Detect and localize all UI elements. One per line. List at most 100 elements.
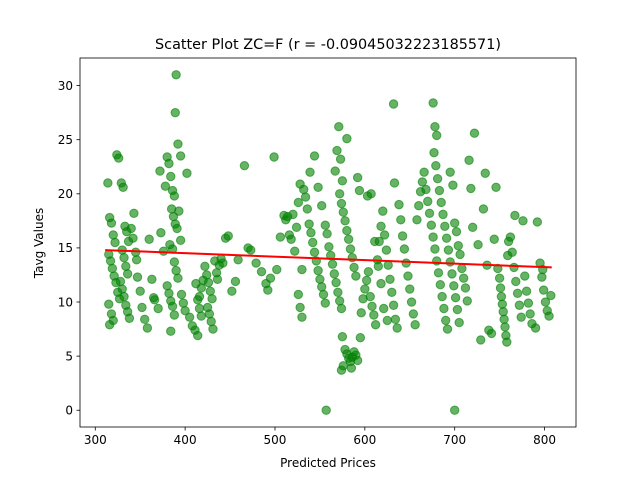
- data-point: [203, 277, 214, 288]
- data-point: [142, 323, 153, 333]
- data-point: [365, 291, 375, 302]
- data-point: [202, 270, 212, 280]
- data-point: [499, 314, 509, 325]
- data-point: [212, 274, 223, 284]
- data-point: [313, 182, 323, 193]
- data-point: [388, 99, 399, 109]
- y-tick-label: 5: [65, 349, 73, 363]
- data-point: [450, 218, 460, 228]
- data-point: [496, 291, 507, 302]
- data-point: [505, 232, 516, 242]
- data-point: [331, 277, 341, 288]
- data-point: [360, 284, 370, 294]
- x-tick-label: 700: [443, 433, 466, 447]
- data-point: [406, 297, 417, 307]
- data-point: [104, 320, 115, 330]
- data-point: [408, 309, 419, 319]
- data-point: [378, 206, 388, 216]
- data-point: [414, 201, 424, 211]
- data-point: [373, 261, 384, 272]
- data-point: [540, 297, 551, 307]
- data-point: [166, 171, 176, 182]
- data-point: [426, 220, 437, 230]
- data-point: [293, 197, 304, 208]
- data-point: [443, 245, 454, 255]
- data-point: [441, 233, 452, 243]
- x-tick-label: 400: [174, 433, 197, 447]
- data-point: [140, 314, 150, 325]
- data-point: [473, 239, 483, 250]
- data-point: [334, 122, 344, 132]
- data-point: [162, 281, 172, 291]
- data-point: [337, 176, 348, 186]
- data-point: [309, 247, 320, 257]
- data-point: [275, 232, 286, 242]
- data-point: [342, 133, 352, 144]
- data-point: [467, 222, 478, 233]
- data-point: [137, 302, 147, 313]
- data-point: [518, 216, 528, 226]
- data-point: [396, 215, 406, 225]
- data-point: [336, 303, 347, 314]
- data-point: [176, 289, 187, 300]
- data-point: [269, 152, 279, 162]
- data-point: [118, 182, 128, 193]
- data-point: [430, 122, 440, 132]
- data-point: [532, 217, 543, 227]
- data-point: [128, 233, 138, 243]
- data-point: [430, 244, 440, 254]
- data-point: [455, 249, 465, 260]
- data-point: [346, 363, 357, 373]
- axes: 300 400 500 600 700 800 0 5 10 15 20 25 30: [58, 57, 577, 447]
- data-point: [338, 207, 348, 217]
- data-point: [525, 309, 535, 319]
- data-point: [432, 130, 442, 141]
- data-point: [131, 255, 142, 265]
- data-point: [447, 269, 457, 279]
- data-point: [397, 231, 408, 241]
- data-point: [246, 245, 256, 255]
- data-point: [153, 303, 163, 314]
- data-point: [390, 314, 401, 325]
- data-point: [401, 258, 411, 268]
- data-point: [445, 257, 455, 267]
- data-point: [239, 160, 250, 171]
- data-point: [448, 180, 458, 190]
- data-point: [104, 299, 114, 309]
- data-point: [429, 147, 439, 158]
- data-point: [263, 285, 273, 295]
- data-point: [453, 241, 463, 251]
- data-point: [410, 320, 420, 330]
- data-point: [337, 331, 348, 342]
- data-point: [486, 328, 497, 339]
- data-point: [324, 242, 334, 252]
- data-point: [356, 308, 366, 318]
- data-point: [489, 234, 499, 244]
- data-point: [175, 151, 186, 161]
- data-point: [507, 247, 517, 257]
- data-point: [438, 209, 448, 220]
- data-point: [449, 281, 459, 291]
- data-point: [432, 173, 443, 184]
- data-point: [302, 204, 313, 214]
- data-point: [117, 284, 127, 294]
- plot-frame: [79, 57, 577, 428]
- data-point: [313, 265, 323, 276]
- data-point: [403, 271, 413, 281]
- data-point: [412, 215, 422, 225]
- data-point: [329, 269, 339, 279]
- data-point: [317, 201, 327, 211]
- data-point: [158, 246, 169, 256]
- x-axis-label: Predicted Prices: [280, 456, 376, 470]
- data-point: [450, 292, 461, 303]
- data-point: [182, 168, 192, 178]
- data-point: [180, 305, 190, 316]
- data-point: [367, 301, 377, 312]
- data-point: [423, 196, 433, 207]
- data-point: [500, 322, 510, 332]
- data-point: [520, 271, 530, 281]
- data-point: [462, 296, 472, 306]
- x-tick-label: 800: [533, 433, 556, 447]
